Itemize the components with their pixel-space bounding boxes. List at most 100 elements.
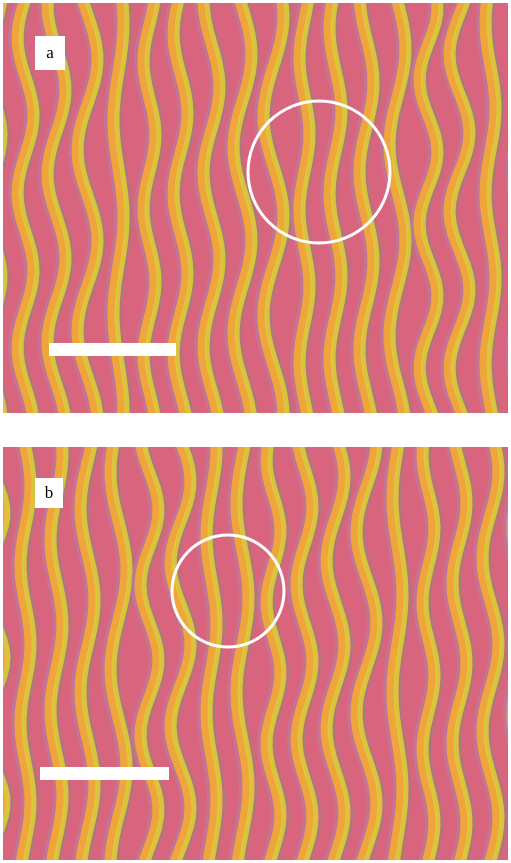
stripe-edge <box>286 447 308 860</box>
stripe-yellow <box>18 3 40 413</box>
defect-circle-a <box>246 99 392 245</box>
stripe-yellow <box>111 447 133 860</box>
stripe-edge <box>382 447 398 860</box>
stripe-orange <box>230 447 252 860</box>
stripe-edge <box>212 447 226 860</box>
stripe-edge <box>193 3 214 413</box>
stripe-edge <box>335 3 351 413</box>
stripe-orange <box>446 447 470 860</box>
stripe-edge <box>26 447 40 860</box>
stripe-yellow <box>330 3 348 413</box>
stripe-yellow <box>357 447 383 860</box>
stripe-edge <box>302 447 322 860</box>
stripe-yellow <box>327 447 351 860</box>
stripe-edge <box>257 447 276 860</box>
stripe-yellow <box>141 447 165 860</box>
stripe-edge <box>347 447 371 860</box>
defect-circle-b <box>170 533 286 649</box>
stripe-edge <box>196 447 212 860</box>
stripe-yellow <box>3 482 11 834</box>
scale-bar-b <box>40 767 169 780</box>
stripe-yellow <box>171 447 197 860</box>
stripe-edge <box>223 3 247 413</box>
stripe-pattern-b <box>3 447 508 860</box>
stripe-edge <box>316 447 340 860</box>
stripe-edge <box>472 447 494 860</box>
stripe-yellow <box>21 447 37 860</box>
stripe-edge <box>273 447 290 860</box>
stripe-edge <box>428 447 444 860</box>
stripe-yellow <box>300 3 316 413</box>
stripe-orange <box>413 3 441 413</box>
stripe-edge <box>349 3 369 413</box>
stripe-edge <box>319 3 337 413</box>
stripe-yellow <box>174 3 194 413</box>
micrograph-panel-a: a <box>3 3 508 413</box>
stripe-edge <box>488 447 508 860</box>
panel-label-b: b <box>35 478 63 508</box>
stripe-orange <box>260 447 284 860</box>
stripe-orange <box>383 3 409 413</box>
stripe-orange <box>197 3 223 413</box>
stripe-orange <box>257 3 287 413</box>
stripe-edge <box>379 3 401 413</box>
stripe-yellow <box>450 3 476 413</box>
scale-bar-a <box>49 343 176 356</box>
stripe-edge <box>146 447 167 860</box>
stripe-edge <box>455 3 479 413</box>
stripe-yellow <box>267 447 287 860</box>
stripe-edge <box>491 3 504 413</box>
stripe-orange <box>293 3 313 413</box>
stripe-orange <box>14 447 34 860</box>
stripe-edge <box>439 3 465 413</box>
stripe-edge <box>502 494 508 748</box>
stripe-orange <box>416 447 438 860</box>
panel-label-a: a <box>35 36 65 70</box>
stripe-edge <box>86 447 104 860</box>
stripe-orange <box>320 447 348 860</box>
stripe-orange <box>104 447 130 860</box>
stripe-yellow <box>393 447 409 860</box>
stripe-yellow <box>423 447 441 860</box>
stripe-yellow <box>420 3 444 413</box>
stripe-edge <box>253 3 279 413</box>
stripe-orange <box>44 447 66 860</box>
stripe-edge <box>443 447 461 860</box>
stripes-group-b <box>3 447 508 860</box>
stripe-edge <box>23 3 43 413</box>
stripe-edge <box>398 447 412 860</box>
stripe-yellow <box>297 447 319 860</box>
stripe-edge <box>395 3 415 413</box>
stripe-yellow <box>81 447 101 860</box>
stripe-edge <box>10 447 26 860</box>
stripe-orange <box>290 447 316 860</box>
stripe-yellow <box>390 3 412 413</box>
stripe-yellow <box>264 3 290 413</box>
stripe-edge <box>226 447 244 860</box>
stripe-edge <box>425 3 447 413</box>
stripe-edge <box>242 447 258 860</box>
stripe-orange <box>479 3 499 413</box>
stripe-edge <box>100 447 122 860</box>
stripe-edge <box>56 447 72 860</box>
stripe-edge <box>40 447 58 860</box>
stripe-orange <box>323 3 345 413</box>
stripe-edge <box>305 3 319 413</box>
stripe-orange <box>476 447 502 860</box>
stripe-orange <box>227 3 255 413</box>
stripe-orange <box>353 3 377 413</box>
stripe-edge <box>459 447 475 860</box>
stripe-yellow <box>453 447 473 860</box>
stripe-yellow <box>237 447 255 860</box>
stripe-edge <box>209 3 228 413</box>
stripe-edge <box>130 447 153 860</box>
stripe-edge <box>412 447 430 860</box>
stripe-orange <box>164 447 194 860</box>
stripe-edge <box>365 3 383 413</box>
stripe-edge <box>3 476 14 840</box>
stripe-orange <box>386 447 406 860</box>
stripe-yellow <box>483 447 505 860</box>
stripe-orange <box>443 3 473 413</box>
stripe-edge <box>179 3 197 413</box>
micrograph-panel-b: b <box>3 447 508 860</box>
